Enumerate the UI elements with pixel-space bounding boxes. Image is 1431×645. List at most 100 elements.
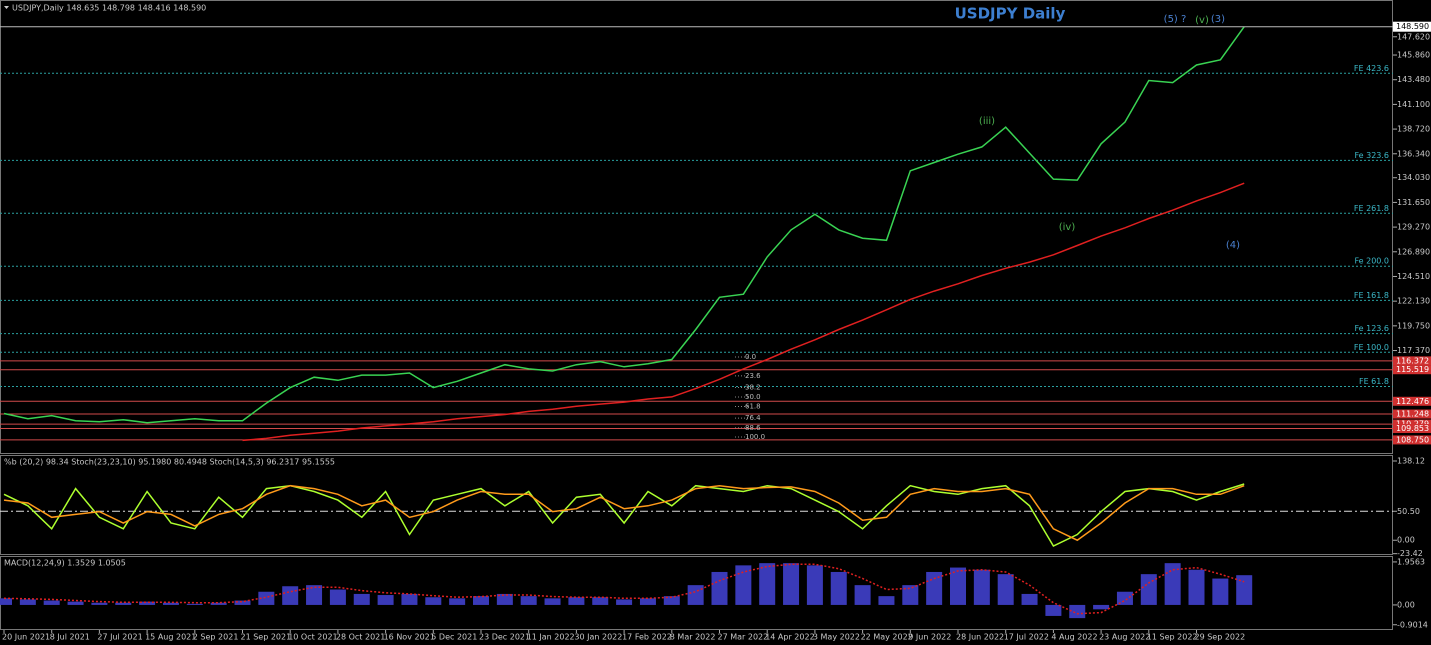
x-tick-label: 22 May 2022 bbox=[861, 633, 913, 642]
wave-label: (iv) bbox=[1059, 222, 1076, 233]
x-tick-label: 8 Mar 2022 bbox=[670, 633, 716, 642]
histogram-bar bbox=[783, 563, 800, 605]
retracement-label: 23.6 bbox=[745, 372, 761, 380]
level-label: 112.476 bbox=[1396, 397, 1429, 406]
histogram-bar bbox=[1045, 604, 1062, 616]
y-tick-label: 124.510 bbox=[1397, 272, 1430, 281]
histogram-bar bbox=[902, 585, 919, 605]
retracement-label: 50.0 bbox=[745, 393, 761, 401]
last-price-tag bbox=[1393, 21, 1431, 32]
x-tick-label: 20 Jun 2021 bbox=[2, 633, 50, 642]
histogram-bar bbox=[210, 602, 227, 605]
y-tick-label: 129.270 bbox=[1397, 223, 1430, 232]
y-tick-label: 136.340 bbox=[1397, 149, 1430, 158]
x-tick-label: 28 Oct 2021 bbox=[336, 633, 385, 642]
histogram-bar bbox=[91, 602, 108, 605]
histogram-bar bbox=[1212, 578, 1229, 605]
histogram-bar bbox=[520, 596, 537, 605]
histogram-bar bbox=[1069, 604, 1086, 619]
x-tick-label: 15 Aug 2021 bbox=[145, 633, 196, 642]
histogram-bar bbox=[43, 600, 60, 605]
y-tick-label: 134.030 bbox=[1397, 173, 1430, 182]
level-label: 108.750 bbox=[1396, 435, 1429, 444]
y-tick-label: 122.130 bbox=[1397, 297, 1430, 306]
histogram-bar bbox=[592, 597, 609, 605]
histogram-bar bbox=[1236, 575, 1253, 605]
retracement-label: 88.6 bbox=[745, 424, 761, 432]
histogram-bar bbox=[663, 596, 680, 605]
histogram-bar bbox=[544, 598, 561, 605]
histogram-bar bbox=[115, 602, 132, 605]
x-tick-label: 2 Sep 2021 bbox=[193, 633, 239, 642]
histogram-bar bbox=[687, 585, 704, 605]
histogram-bar bbox=[759, 563, 776, 605]
histogram-bar bbox=[735, 565, 752, 605]
macd-label: MACD(12,24,9) 1.3529 1.0505 bbox=[4, 559, 126, 568]
x-tick-label: 17 Feb 2022 bbox=[622, 633, 672, 642]
fib-level-label: FE 161.8 bbox=[1354, 291, 1389, 300]
x-tick-label: 29 Sep 2022 bbox=[1195, 633, 1246, 642]
histogram-bar bbox=[1188, 569, 1205, 605]
histogram-bar bbox=[425, 597, 442, 605]
series-line bbox=[3, 26, 1245, 424]
y-tick-label: -23.42 bbox=[1397, 549, 1423, 558]
x-tick-label: 30 Jan 2022 bbox=[574, 633, 622, 642]
histogram-bar bbox=[0, 598, 12, 605]
histogram-bar bbox=[806, 565, 823, 605]
y-tick-label: 117.370 bbox=[1397, 346, 1430, 355]
stoch-panel-frame bbox=[0, 455, 1393, 555]
last-price-label: 148.590 bbox=[1396, 22, 1429, 31]
level-label: 115.519 bbox=[1396, 365, 1429, 374]
x-tick-label: 16 Nov 2021 bbox=[384, 633, 435, 642]
x-tick-label: 5 Dec 2021 bbox=[431, 633, 477, 642]
x-tick-label: 27 Mar 2022 bbox=[718, 633, 769, 642]
retracement-label: 0.0 bbox=[745, 353, 756, 361]
stoch-label: %b (20,2) 98.34 Stoch(23,23,10) 95.1980 … bbox=[4, 458, 335, 467]
histogram-bar bbox=[1164, 563, 1181, 605]
header-arrow bbox=[4, 6, 9, 9]
x-tick-label: 8 Jul 2021 bbox=[50, 633, 90, 642]
retracement-label: 76.4 bbox=[745, 414, 761, 422]
x-tick-label: 10 Oct 2021 bbox=[288, 633, 337, 642]
histogram-bar bbox=[19, 599, 36, 605]
histogram-bar bbox=[306, 585, 323, 605]
level-tag bbox=[1393, 409, 1431, 419]
level-label: 111.248 bbox=[1396, 410, 1429, 419]
x-tick-label: 11 Sep 2022 bbox=[1147, 633, 1198, 642]
macd-panel-frame bbox=[0, 556, 1393, 630]
histogram-bar bbox=[186, 603, 203, 605]
fib-level-label: FE 261.8 bbox=[1354, 204, 1389, 213]
symbol-header: USDJPY,Daily 148.635 148.798 148.416 148… bbox=[12, 4, 206, 13]
retracement-label: 38.2 bbox=[745, 384, 761, 392]
histogram-bar bbox=[496, 593, 513, 605]
histogram-bar bbox=[139, 601, 156, 605]
histogram-bar bbox=[353, 593, 370, 605]
retracement-label: 61.8 bbox=[745, 402, 761, 410]
x-tick-label: 14 Apr 2022 bbox=[765, 633, 814, 642]
histogram-bar bbox=[830, 571, 847, 605]
fib-level-label: FE 100.0 bbox=[1354, 343, 1389, 352]
wave-label: (5) ? bbox=[1164, 14, 1187, 25]
fib-level-label: FE 423.6 bbox=[1354, 64, 1389, 73]
histogram-bar bbox=[926, 571, 943, 605]
histogram-bar bbox=[67, 601, 84, 605]
y-tick-label: 1.9563 bbox=[1397, 557, 1425, 566]
x-tick-label: 28 Jun 2022 bbox=[956, 633, 1004, 642]
y-tick-label: 50.50 bbox=[1397, 507, 1420, 516]
series-line bbox=[3, 483, 1245, 547]
wave-label: (iii) bbox=[979, 116, 995, 127]
x-tick-label: 4 Aug 2022 bbox=[1051, 633, 1097, 642]
x-tick-label: 17 Jul 2022 bbox=[1004, 633, 1049, 642]
y-tick-label: 145.860 bbox=[1397, 51, 1430, 60]
histogram-bar bbox=[401, 593, 418, 605]
y-tick-label: 147.620 bbox=[1397, 32, 1430, 41]
x-tick-label: 23 Dec 2021 bbox=[479, 633, 530, 642]
level-tag bbox=[1393, 396, 1431, 406]
histogram-bar bbox=[258, 591, 275, 605]
histogram-bar bbox=[568, 597, 585, 605]
y-tick-label: 0.00 bbox=[1397, 536, 1415, 545]
histogram-bar bbox=[616, 599, 633, 605]
x-tick-label: 3 May 2022 bbox=[813, 633, 860, 642]
level-tag bbox=[1393, 356, 1431, 366]
